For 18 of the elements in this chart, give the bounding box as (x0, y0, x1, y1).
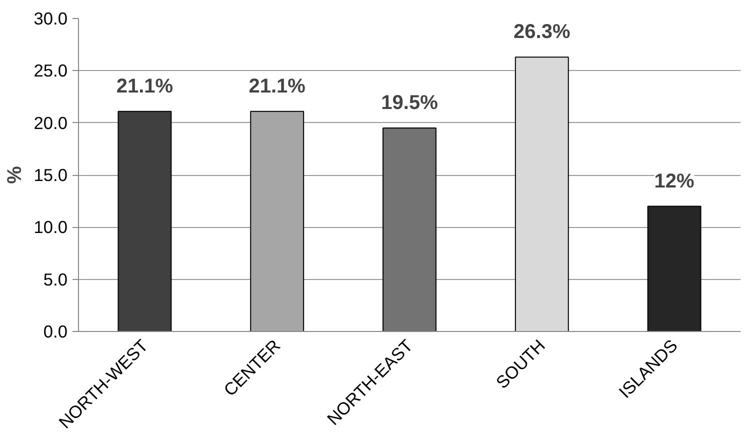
bar (647, 206, 702, 332)
y-tick-label: 25.0 (34, 60, 68, 81)
bar (250, 110, 304, 332)
y-axis-title: % (4, 166, 26, 184)
data-label: 19.5% (381, 92, 438, 114)
y-tick-label: 15.0 (34, 165, 68, 185)
data-label: 21.1% (248, 75, 306, 98)
bar (382, 128, 436, 332)
y-tick-label: 5.0 (43, 269, 68, 290)
data-label: 26.3% (514, 21, 570, 44)
bar (514, 56, 569, 332)
y-tick-label: 10.0 (34, 217, 68, 238)
bar (118, 110, 172, 332)
data-label: 12% (654, 170, 695, 192)
y-tick-label: 20.0 (34, 112, 68, 133)
y-tick-label: 30.0 (34, 8, 68, 28)
y-tick-label: 0.0 (43, 322, 68, 342)
data-label: 21.1% (116, 75, 174, 98)
